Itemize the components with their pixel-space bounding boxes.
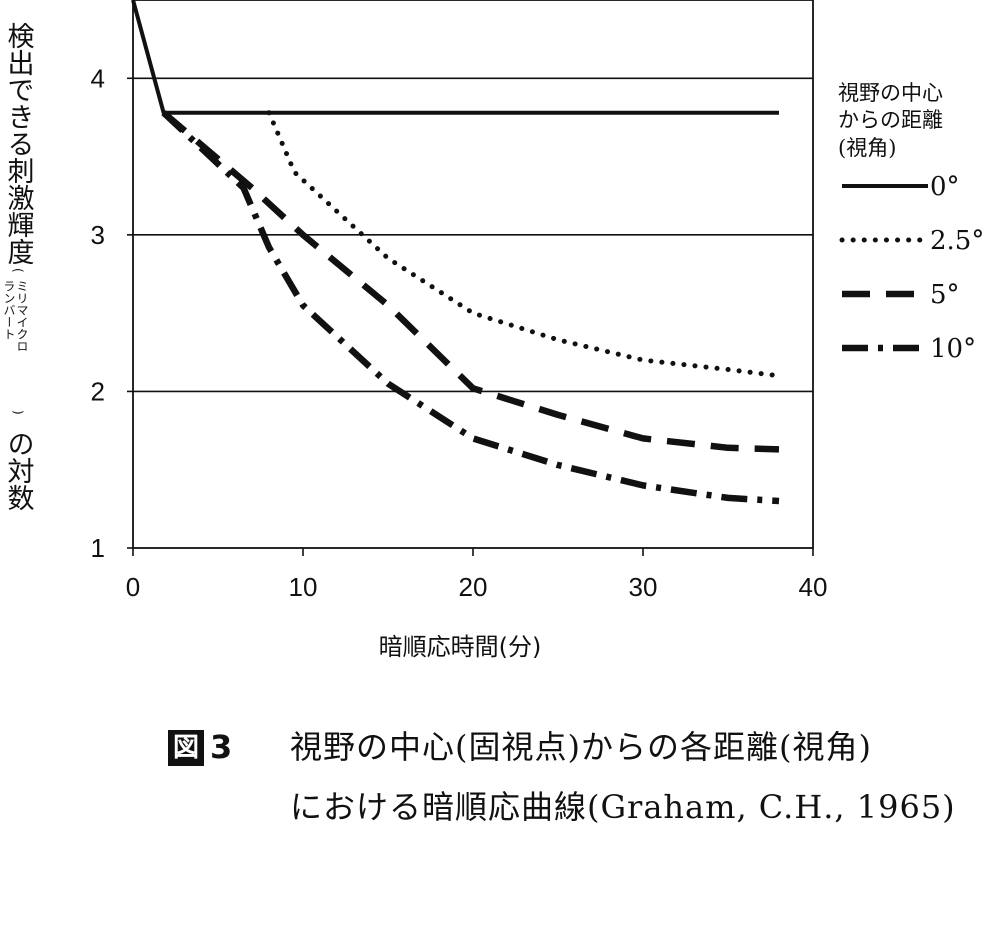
- caption-row-1: 図 3 視野の中心(固視点)からの各距離(視角): [168, 722, 956, 782]
- y-axis-label-paren-open: (: [11, 268, 25, 273]
- x-tick-label-0: 0: [126, 572, 140, 602]
- x-tick-label-30: 30: [629, 572, 658, 602]
- y-tick-label-3: 3: [91, 220, 105, 250]
- y-axis-label-main: 検出できる刺激輝度: [3, 22, 35, 265]
- y-axis-label-paren-close: ): [11, 410, 25, 415]
- legend-label-0: 0°: [930, 172, 960, 202]
- series-line-0: [131, 0, 779, 115]
- figure-badge: 図: [168, 730, 204, 766]
- caption-line-1: 視野の中心(固視点)からの各距離(視角): [290, 728, 872, 766]
- grid-lines: [133, 77, 813, 393]
- y-axis-unit-line1: ミリマイクロ: [15, 280, 29, 352]
- x-tick-label-10: 10: [289, 572, 318, 602]
- y-axis-unit-line2: ランバート: [2, 280, 16, 340]
- caption-line-2: における暗順応曲線(Graham, C.H., 1965): [290, 788, 956, 826]
- series-line-2: [161, 110, 780, 453]
- legend-label-2: 5°: [930, 280, 960, 310]
- figure-caption: 図 3 視野の中心(固視点)からの各距離(視角) における暗順応曲線(Graha…: [168, 722, 956, 842]
- x-axis-label: 暗順応時間(分): [379, 633, 542, 661]
- legend-items: 0° 2.5° 5° 10°: [839, 172, 984, 364]
- y-axis-label-suffix: の対数: [3, 430, 35, 511]
- y-axis-label: 検出できる刺激輝度 ( ミリマイクロ ランバート ) の対数: [2, 22, 34, 511]
- series-line-3: [161, 110, 780, 505]
- legend-label-1: 2.5°: [930, 226, 984, 256]
- legend: 視野の中心 からの距離 (視角) 0° 2.5° 5° 10°: [838, 81, 984, 364]
- y-tick-label-4: 4: [91, 63, 105, 93]
- legend-title-line2: からの距離: [838, 108, 943, 132]
- y-tick-label-1: 1: [91, 533, 105, 563]
- axes: [127, 0, 814, 556]
- legend-label-3: 10°: [930, 334, 976, 364]
- y-tick-label-2: 2: [91, 376, 105, 406]
- legend-title-line3: (視角): [838, 136, 896, 160]
- x-tick-label-40: 40: [799, 572, 828, 602]
- series-lines: [131, 0, 782, 505]
- legend-title-line1: 視野の中心: [838, 81, 943, 105]
- plot-frame: [132, 0, 814, 549]
- x-tick-label-20: 20: [459, 572, 488, 602]
- figure-number: 3: [210, 728, 233, 766]
- caption-row-2: における暗順応曲線(Graham, C.H., 1965): [168, 782, 956, 842]
- series-line-1: [266, 110, 782, 379]
